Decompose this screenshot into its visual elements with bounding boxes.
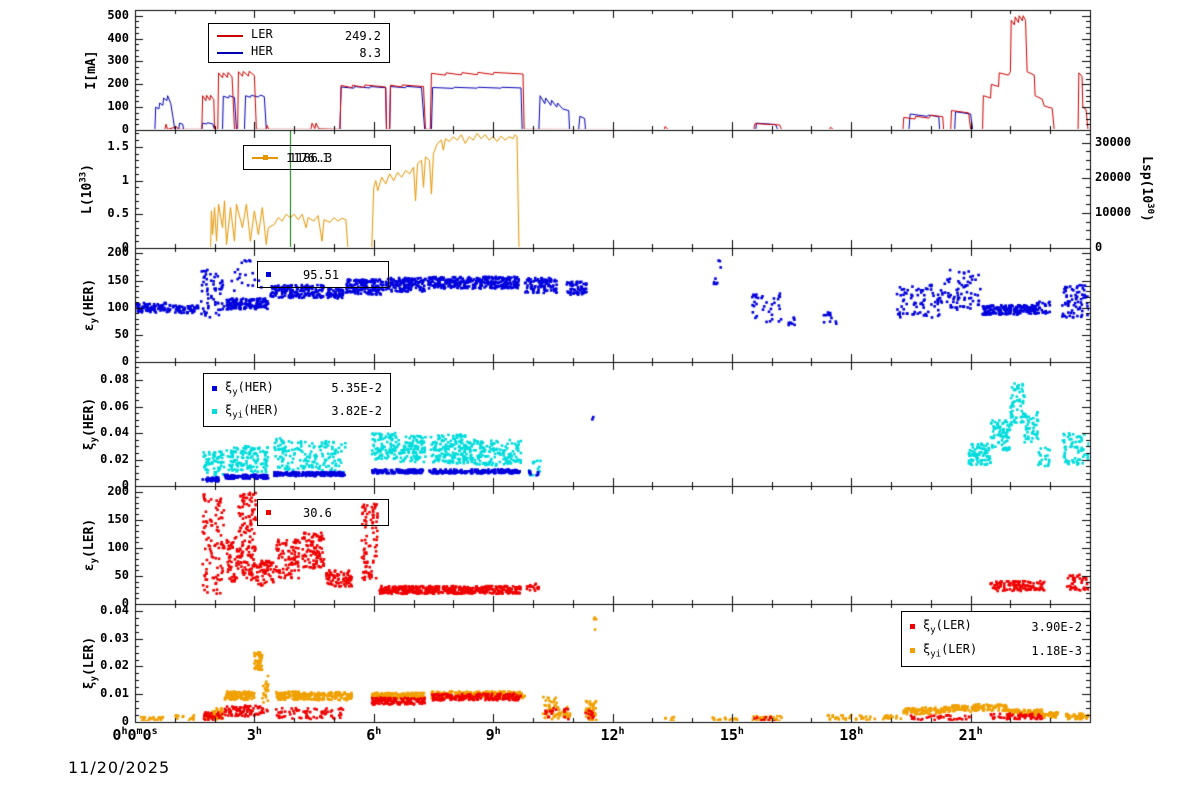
y-tick-label: 0.02 (100, 658, 129, 673)
luminosity-legend-values: 1176.1 1186.3 (286, 150, 333, 165)
date-label: 11/20/2025 (68, 758, 171, 777)
xy-ler-dot-swatch (910, 624, 915, 630)
y-tick-label: 0.08 (100, 372, 129, 387)
legend-row-xyi-her: ξyi(HER) 3.82E-2 (212, 403, 382, 420)
y-tick-label-right: 30000 (1095, 134, 1132, 149)
xy-her-dot-swatch (212, 385, 217, 391)
xyi-ler-dot-swatch (910, 648, 915, 654)
x-tick-label: 21h (958, 726, 983, 744)
y-tick-label: 0 (121, 596, 129, 610)
legend-row-her: HER 8.3 (217, 44, 381, 61)
legend-row-ey-ler: 30.6 (266, 506, 380, 520)
her-line-swatch (217, 52, 243, 55)
y-tick-label: 150 (107, 272, 129, 287)
y-tick-label: 0.03 (100, 630, 129, 645)
y-tick-label: 0 (121, 478, 129, 492)
legend-xy-ler: ξy(LER) 3.90E-2 ξyi(LER) 1.18E-3 (901, 611, 1091, 667)
y-tick-label: 0 (121, 240, 129, 254)
y-tick-label: 0.06 (100, 398, 129, 413)
legend-value-ler: 249.2 (344, 28, 381, 43)
ey-ler-dot-swatch (266, 510, 271, 515)
y-tick-label: 200 (107, 483, 129, 498)
y-tick-label: 0.02 (100, 451, 129, 466)
y-tick-label: 300 (107, 53, 129, 68)
y-tick-label: 0 (121, 714, 129, 728)
legend-value-xy-her: 5.35E-2 (331, 381, 382, 396)
y-tick-label: 100 (107, 99, 129, 114)
y-tick-label: 200 (107, 245, 129, 260)
legend-label-xyi-ler: ξyi(LER) (923, 642, 978, 660)
legend-row-luminosity: 1176.1 1186.3 (252, 151, 382, 165)
ey-her-dot-swatch (266, 272, 271, 277)
legend-label-xy-ler: ξy(LER) (923, 618, 972, 636)
y-tick-label: 0.04 (100, 425, 129, 439)
x-tick-label: 3h (246, 726, 262, 744)
x-tick-label: 15h (719, 726, 744, 744)
x-tick-label: 12h (600, 726, 625, 744)
legend-row-ey-her: 95.51 (266, 268, 380, 282)
y-tick-label: 50 (114, 326, 129, 341)
luminosity-value-1: 1176.1 (286, 150, 330, 165)
y-tick-label: 200 (107, 76, 129, 91)
ler-line-swatch (217, 34, 243, 37)
luminosity-value-2: 1186.3 (289, 150, 333, 165)
legend-value-xyi-her: 3.82E-2 (331, 404, 382, 419)
luminosity-line-swatch (252, 154, 278, 160)
legend-ey-ler: 30.6 (257, 499, 389, 526)
y-tick-label: 0.5 (107, 206, 129, 221)
legend-label-xyi-her: ξyi(HER) (225, 402, 280, 421)
y-tick-label: 0.01 (100, 686, 129, 701)
legend-label-her: HER (251, 44, 273, 59)
y-axis-title-lsp-right: Lsp(1030) (1138, 156, 1156, 222)
y-tick-label: 0 (121, 354, 129, 368)
y-tick-label: 400 (107, 30, 129, 45)
luminosity-marker-swatch (263, 154, 268, 160)
legend-xy-her: ξy(HER) 5.35E-2 ξyi(HER) 3.82E-2 (203, 373, 391, 427)
y-tick-label: 0 (121, 122, 129, 136)
y-tick-label-right: 20000 (1095, 169, 1132, 184)
legend-ey-her: 95.51 (257, 261, 389, 288)
x-tick-label: 6h (366, 726, 382, 744)
legend-label-xy-her: ξy(HER) (225, 379, 274, 398)
y-tick-label: 1.5 (107, 138, 129, 153)
x-tick-label: 9h (485, 726, 501, 744)
legend-value-xyi-ler: 1.18E-3 (1031, 643, 1082, 658)
x-tick-label: 18h (839, 726, 864, 744)
legend-luminosity: 1176.1 1186.3 (243, 145, 391, 170)
legend-row-ler: LER 249.2 (217, 27, 381, 44)
xyi-her-dot-swatch (212, 408, 217, 414)
y-tick-label-right: 10000 (1095, 204, 1132, 219)
legend-value-ey-ler: 30.6 (303, 505, 332, 520)
legend-row-xy-ler: ξy(LER) 3.90E-2 (910, 618, 1082, 636)
legend-value-ey-her: 95.51 (303, 267, 340, 282)
legend-beam-current: LER 249.2 HER 8.3 (208, 23, 390, 63)
legend-label-ler: LER (251, 27, 273, 41)
y-tick-label: 500 (107, 7, 129, 22)
x-tick-label: 0h0m0s (112, 726, 158, 744)
legend-row-xyi-ler: ξyi(LER) 1.18E-3 (910, 642, 1082, 660)
y-tick-label: 50 (114, 567, 129, 582)
legend-value-xy-ler: 3.90E-2 (1031, 619, 1082, 634)
y-tick-label-right: 0 (1095, 240, 1103, 254)
y-tick-label: 100 (107, 299, 129, 314)
legend-value-her: 8.3 (359, 46, 381, 61)
legend-row-xy-her: ξy(HER) 5.35E-2 (212, 380, 382, 397)
y-tick-label: 150 (107, 511, 129, 526)
y-tick-label: 0.04 (100, 602, 129, 617)
y-tick-label: 1 (121, 172, 129, 187)
y-tick-label: 100 (107, 539, 129, 554)
